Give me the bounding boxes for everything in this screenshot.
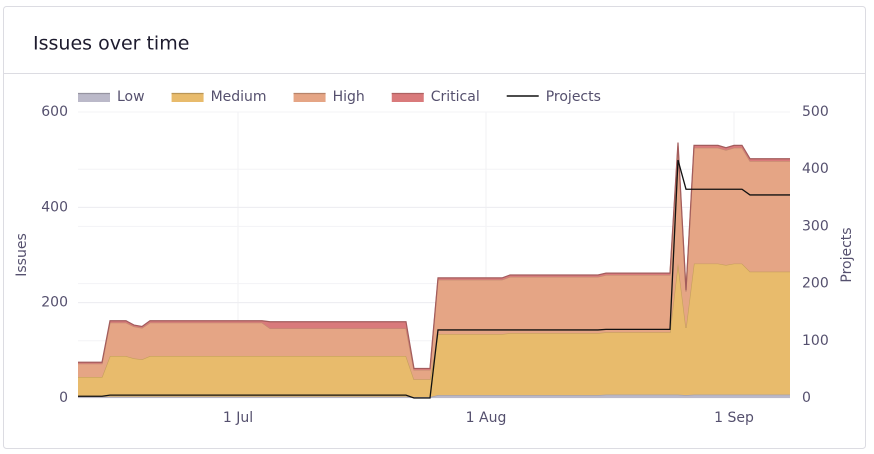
chart-title: Issues over time [33,33,189,55]
legend-label[interactable]: Projects [546,89,601,105]
legend-swatch[interactable] [78,93,110,102]
y-axis-label: Issues [14,233,30,277]
x-tick-label: 1 Sep [714,410,754,426]
line [78,159,790,399]
legend-label[interactable]: Low [117,89,145,105]
y2-tick-label: 500 [802,104,829,120]
y-tick-label: 200 [41,295,68,311]
legend-swatch[interactable] [293,93,326,102]
y2-tick-label: 0 [802,390,811,406]
area-fill [78,263,790,398]
y-tick-label: 0 [59,390,68,406]
x-tick-label: 1 Jul [223,410,253,426]
legend-swatch[interactable] [391,93,424,102]
y2-tick-label: 300 [802,218,829,234]
y2-tick-label: 400 [802,161,829,177]
y-tick-label: 600 [41,104,68,120]
legend-label[interactable]: Critical [431,89,480,105]
y-tick-label: 400 [41,199,68,215]
y2-axis-label: Projects [839,227,855,282]
area-edge [78,142,790,370]
y2-tick-label: 200 [802,276,829,292]
area-fill [78,146,790,380]
legend-label[interactable]: High [333,89,365,105]
x-tick-label: 1 Aug [466,410,507,426]
legend-swatch[interactable] [171,93,204,102]
legend-label[interactable]: Medium [211,89,267,105]
y2-tick-label: 100 [802,333,829,349]
